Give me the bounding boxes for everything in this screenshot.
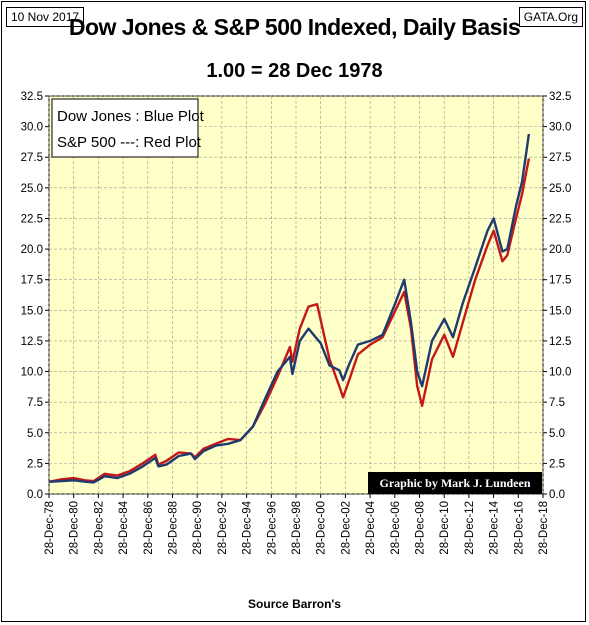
source-tag-label: GATA.Org — [518, 7, 583, 27]
series-line-sp500 — [48, 158, 531, 483]
x-tick-label: 28-Dec-78 — [44, 501, 56, 555]
x-tick-label: 28-Dec-06 — [390, 501, 402, 555]
y-tick-label-left: 12.5 — [21, 336, 43, 348]
x-tick-label: 28-Dec-96 — [266, 501, 278, 555]
y-tick-label-right: 22.5 — [549, 213, 571, 225]
y-tick-label-left: 25.0 — [21, 183, 43, 195]
x-tick-label: 28-Dec-80 — [69, 501, 81, 555]
y-tick-label-left: 5.0 — [27, 428, 43, 440]
x-tick-label: 28-Dec-92 — [217, 501, 229, 555]
y-tick-label-left: 0.0 — [27, 489, 43, 501]
x-tick-label: 28-Dec-08 — [415, 501, 427, 555]
y-tick-label-right: 0.0 — [549, 489, 565, 501]
y-tick-label-left: 22.5 — [21, 213, 43, 225]
series-line-dow-jones — [48, 133, 531, 484]
y-tick-label-left: 7.5 — [27, 397, 43, 409]
date-label: 10 Nov 2017 — [6, 7, 85, 27]
chart-title: Dow Jones & S&P 500 Indexed, Daily Basis — [68, 14, 521, 40]
y-tick-label-right: 32.5 — [549, 91, 571, 103]
y-tick-label-right: 7.5 — [549, 397, 565, 409]
x-axis: 28-Dec-78 28-Dec-80 28-Dec-82 28-Dec-84 28-D… — [44, 494, 550, 555]
y-tick-label-right: 30.0 — [549, 122, 571, 134]
x-tick-label: 28-Dec-16 — [513, 501, 525, 555]
x-tick-label: 28-Dec-86 — [143, 501, 155, 555]
x-axis-title: Source Barron's — [248, 597, 341, 611]
y-tick-label-right: 25.0 — [549, 183, 571, 195]
y-tick-label-right: 2.5 — [549, 458, 565, 470]
x-tick-label: 28-Dec-90 — [192, 501, 204, 555]
y-tick-label-left: 20.0 — [21, 244, 43, 256]
series-layer — [48, 133, 531, 484]
credit-badge: Graphic by Mark J. Lundeen — [368, 472, 542, 494]
y-tick-label-left: 17.5 — [21, 275, 43, 287]
y-tick-label-left: 15.0 — [21, 305, 43, 317]
credit-box — [368, 472, 542, 494]
x-tick-label: 28-Dec-88 — [168, 501, 180, 555]
x-tick-label: 28-Dec-00 — [316, 501, 328, 555]
y-tick-label-right: 15.0 — [549, 305, 571, 317]
y-tick-label-right: 27.5 — [549, 152, 571, 164]
y-tick-label-left: 30.0 — [21, 122, 43, 134]
x-tick-label: 28-Dec-14 — [489, 500, 501, 554]
y-tick-label-left: 32.5 — [21, 91, 43, 103]
x-tick-label: 28-Dec-84 — [118, 500, 130, 554]
y-tick-label-right: 10.0 — [549, 367, 571, 379]
y-tick-label-right: 17.5 — [549, 275, 571, 287]
y-tick-label-right: 5.0 — [549, 428, 565, 440]
y-axis-left: 0.0 2.5 5.0 7.5 10.0 12.5 15.0 17.5 20.0 22.5 25.0… — [21, 91, 49, 501]
y-axis-right: 0.0 2.5 5.0 7.5 10.0 12.5 15.0 17.5 20.0 22.5 25.0… — [543, 91, 571, 501]
x-tick-label: 28-Dec-12 — [464, 501, 476, 555]
x-tick-label: 28-Dec-82 — [93, 501, 105, 555]
legend-entry-dow-jones: Dow Jones : Blue Plot — [57, 108, 205, 125]
y-tick-label-left: 2.5 — [27, 458, 43, 470]
y-tick-label-right: 20.0 — [549, 244, 571, 256]
legend-entry-sp500: S&P 500 ---: Red Plot — [57, 134, 202, 151]
y-tick-label-left: 27.5 — [21, 152, 43, 164]
x-tick-label: 28-Dec-18 — [538, 501, 550, 555]
grid-lines — [48, 95, 544, 495]
chart-subtitle: 1.00 = 28 Dec 1978 — [206, 60, 383, 82]
y-tick-label-left: 10.0 — [21, 367, 43, 379]
x-tick-label: 28-Dec-02 — [340, 501, 352, 555]
x-tick-label: 28-Dec-04 — [365, 500, 377, 554]
x-tick-label: 28-Dec-10 — [439, 501, 451, 555]
y-tick-label-right: 12.5 — [549, 336, 571, 348]
legend-box — [51, 98, 199, 158]
x-tick-label: 28-Dec-94 — [242, 500, 254, 554]
x-tick-label: 28-Dec-98 — [291, 501, 303, 555]
legend: Dow Jones : Blue Plot S&P 500 ---: Red P… — [51, 98, 205, 158]
credit-text: Graphic by Mark J. Lundeen — [379, 476, 530, 490]
